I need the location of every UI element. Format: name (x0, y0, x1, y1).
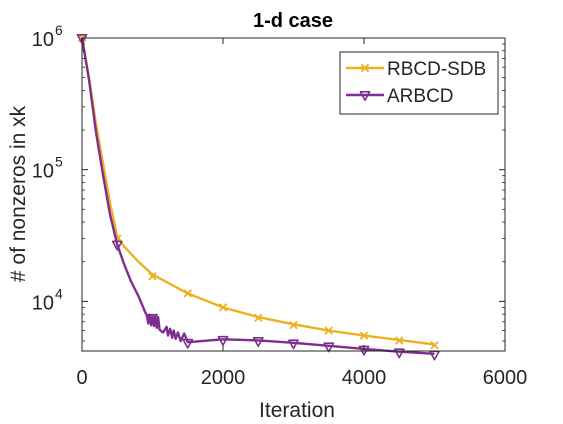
data-point (218, 303, 228, 312)
data-point (289, 320, 298, 330)
x-tick-label: 6000 (483, 367, 528, 389)
data-point (252, 337, 264, 348)
x-tick-label: 4000 (342, 367, 387, 389)
y-axis-label: # of nonzeros in xk (7, 105, 30, 282)
data-point (430, 340, 439, 350)
legend-entry-1: RBCD-SDB (346, 59, 486, 80)
data-point (324, 326, 333, 335)
data-point (111, 240, 123, 251)
data-point (76, 34, 88, 44)
data-point (183, 289, 192, 298)
series-2 (76, 34, 440, 361)
x-tick-label: 0 (76, 367, 87, 389)
chart-title: 1-d case (253, 10, 333, 32)
y-tick-exponent: 6 (55, 22, 63, 38)
data-point (182, 338, 194, 349)
legend-marker (359, 91, 371, 101)
legend-label: RBCD-SDB (387, 59, 486, 80)
data-point (359, 331, 369, 340)
data-point (148, 272, 157, 281)
legend-label: ARBCD (387, 86, 454, 107)
data-point (217, 335, 229, 346)
series-layer (76, 33, 440, 361)
legend-marker (360, 63, 370, 73)
data-point (323, 342, 335, 353)
x-tick-label: 2000 (201, 367, 246, 389)
y-tick-exponent: 5 (55, 154, 63, 170)
series-line (80, 37, 435, 355)
series-line (80, 37, 435, 346)
data-point (147, 313, 158, 324)
plot-frame (81, 37, 506, 352)
data-point (395, 336, 404, 345)
legend-entry-2: ARBCD (346, 86, 454, 107)
y-tick-label: 10 (32, 161, 54, 183)
legend-box (339, 51, 499, 115)
data-point (393, 348, 405, 359)
data-point (254, 313, 263, 323)
legend: RBCD-SDB ARBCD (339, 51, 499, 115)
y-tick-label: 10 (32, 29, 54, 51)
data-point (429, 350, 440, 361)
x-axis-label: Iteration (259, 399, 335, 422)
y-tick-exponent: 4 (55, 285, 63, 301)
y-tick-label: 10 (32, 292, 54, 314)
data-point (288, 339, 299, 350)
